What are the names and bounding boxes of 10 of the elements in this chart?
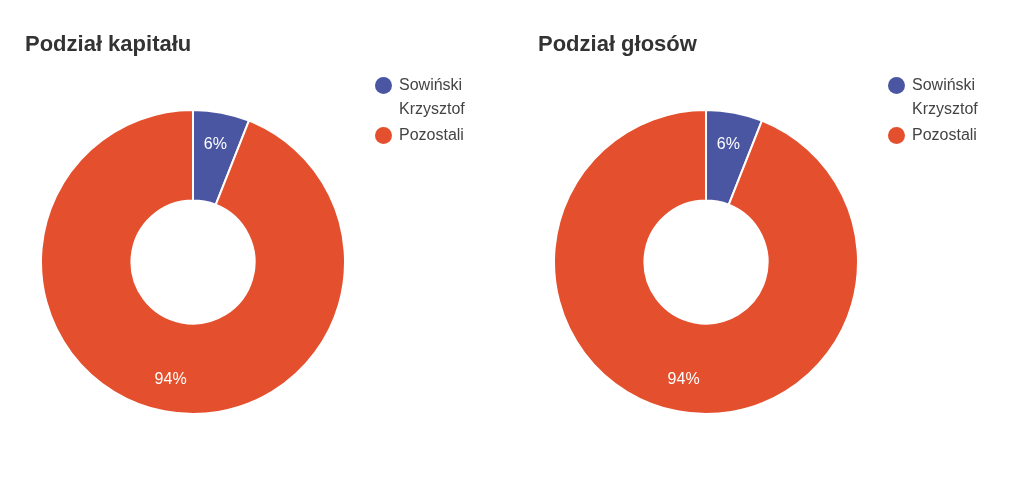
- data-label: 94%: [154, 369, 187, 387]
- legend-label: Sowiński Krzysztof: [912, 75, 979, 119]
- chart-title: Podział głosów: [538, 31, 697, 57]
- legend-label: Pozostali: [399, 125, 465, 145]
- data-label: 94%: [667, 369, 700, 387]
- legend-label: Sowiński Krzysztof: [399, 75, 466, 119]
- data-label: 6%: [716, 135, 740, 153]
- chart-title: Podział kapitału: [25, 31, 192, 57]
- data-label: 6%: [203, 135, 227, 153]
- legend-label: Pozostali: [912, 125, 978, 145]
